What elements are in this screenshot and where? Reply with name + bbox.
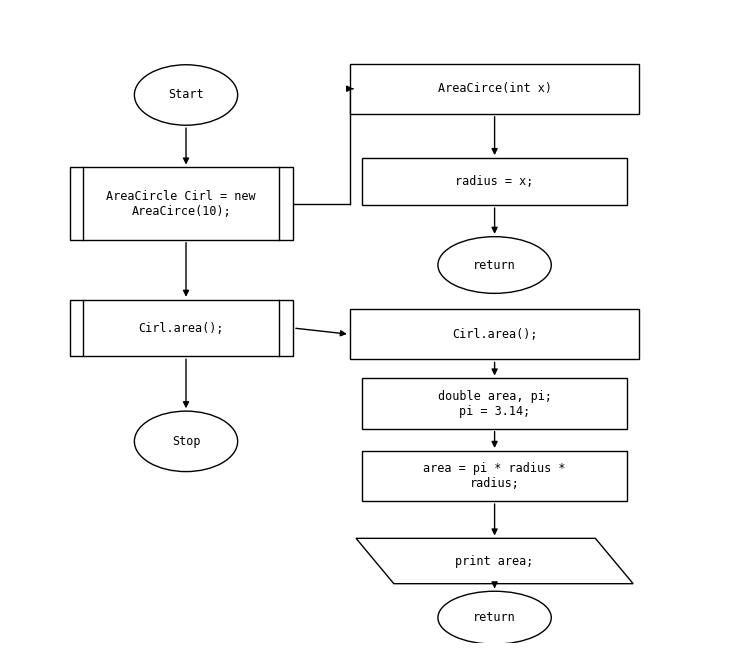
FancyBboxPatch shape: [363, 451, 627, 501]
FancyBboxPatch shape: [349, 309, 640, 359]
Text: return: return: [473, 611, 516, 625]
Text: Cirl.area();: Cirl.area();: [452, 328, 537, 341]
Text: Stop: Stop: [172, 435, 200, 448]
Ellipse shape: [135, 411, 238, 472]
FancyBboxPatch shape: [69, 300, 293, 356]
FancyBboxPatch shape: [69, 167, 293, 240]
Text: AreaCirce(int x): AreaCirce(int x): [438, 82, 552, 95]
FancyBboxPatch shape: [349, 64, 640, 114]
Ellipse shape: [135, 65, 238, 125]
Ellipse shape: [438, 591, 551, 644]
Polygon shape: [356, 539, 633, 584]
Text: double area, pi;
pi = 3.14;: double area, pi; pi = 3.14;: [438, 390, 552, 418]
Ellipse shape: [438, 237, 551, 293]
FancyBboxPatch shape: [363, 158, 627, 205]
Text: print area;: print area;: [455, 554, 534, 567]
Text: radius = x;: radius = x;: [455, 175, 534, 188]
Text: Cirl.area();: Cirl.area();: [139, 321, 224, 335]
Text: Start: Start: [168, 89, 204, 102]
Text: return: return: [473, 258, 516, 272]
FancyBboxPatch shape: [363, 379, 627, 429]
Text: AreaCircle Cirl = new
AreaCirce(10);: AreaCircle Cirl = new AreaCirce(10);: [107, 190, 256, 218]
Text: area = pi * radius *
radius;: area = pi * radius * radius;: [423, 462, 566, 490]
